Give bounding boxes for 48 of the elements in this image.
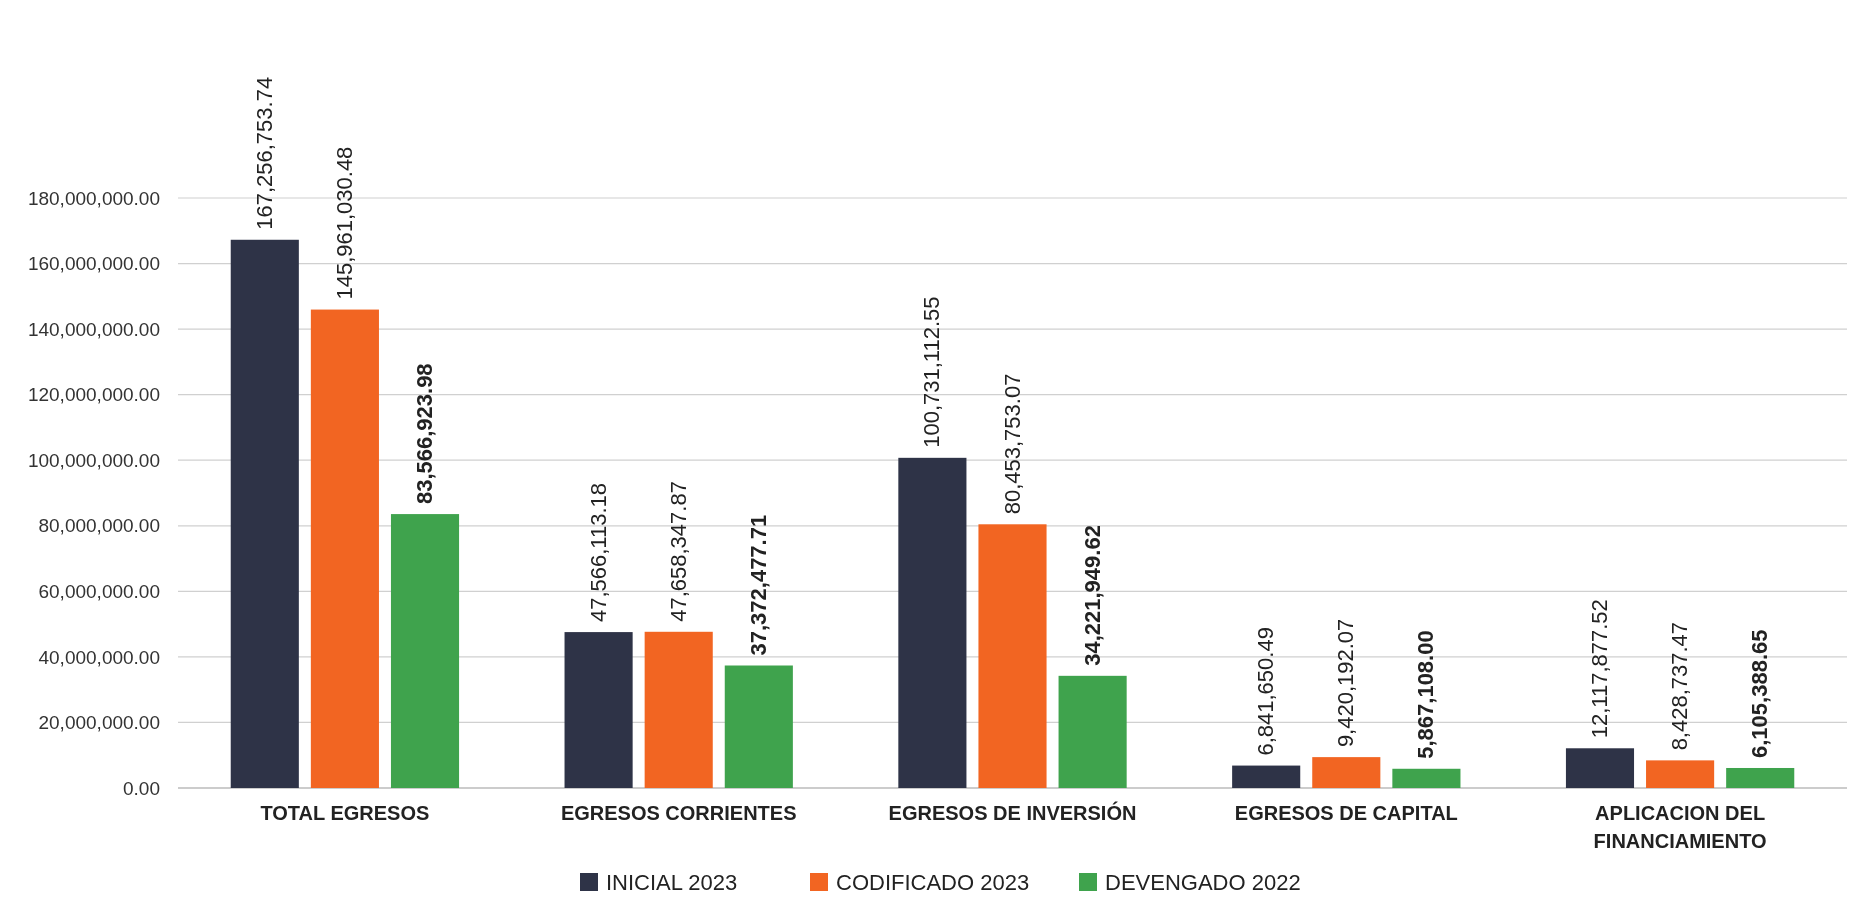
data-label: 34,221,949.62 <box>1079 525 1105 666</box>
x-tick-label: EGRESOS DE CAPITAL <box>1234 802 1458 824</box>
y-tick-label: 160,000,000.00 <box>27 253 160 275</box>
y-tick-label: 100,000,000.00 <box>27 449 160 471</box>
y-tick-label: 140,000,000.00 <box>27 318 160 340</box>
y-tick-label: 40,000,000.00 <box>38 646 160 668</box>
legend-label: CODIFICADO 2023 <box>836 870 1030 895</box>
bar <box>310 309 379 788</box>
bar <box>978 524 1047 788</box>
bar <box>1392 768 1461 788</box>
bar <box>390 514 460 788</box>
y-tick-label: 60,000,000.00 <box>38 580 160 602</box>
bar <box>230 239 299 788</box>
legend-label: INICIAL 2023 <box>606 870 738 895</box>
data-label: 80,453,753.07 <box>999 373 1025 515</box>
bar <box>1565 748 1635 788</box>
data-label: 5,867,108.00 <box>1413 630 1439 759</box>
data-label: 8,428,737.47 <box>1667 621 1693 751</box>
y-tick-label: 20,000,000.00 <box>38 712 160 734</box>
data-label: 37,372,477.71 <box>745 514 771 656</box>
x-tick-label: EGRESOS DE INVERSIÓN <box>888 801 1137 824</box>
bar <box>564 632 633 788</box>
bar <box>1646 760 1715 788</box>
data-label: 83,566,923.98 <box>412 363 438 505</box>
bar <box>1058 675 1127 788</box>
data-label: 12,117,877.52 <box>1586 599 1612 739</box>
x-tick-label: TOTAL EGRESOS <box>260 802 430 824</box>
data-label: 6,841,650.49 <box>1253 627 1279 756</box>
bar <box>1726 767 1795 788</box>
y-tick-label: 120,000,000.00 <box>27 384 160 406</box>
data-label: 100,731,112.55 <box>919 296 945 448</box>
data-label: 47,566,113.18 <box>585 483 611 623</box>
data-label: 47,658,347.87 <box>665 481 691 622</box>
y-tick-label: 80,000,000.00 <box>38 515 160 537</box>
bar <box>1232 765 1301 788</box>
data-label: 167,256,753.74 <box>251 76 277 230</box>
data-label: 145,961,030.48 <box>331 146 357 300</box>
bar <box>724 665 793 788</box>
x-tick-label: EGRESOS CORRIENTES <box>560 802 797 824</box>
x-tick-label: APLICACION DEL FINANCIAMIENTO <box>1593 802 1767 852</box>
bar <box>898 457 967 788</box>
y-tick-label: 180,000,000.00 <box>27 187 160 209</box>
bar <box>1312 757 1381 788</box>
data-label: 9,420,192.07 <box>1333 618 1359 748</box>
data-label: 6,105,388.65 <box>1747 629 1773 758</box>
y-tick-label: 0.00 <box>123 777 160 799</box>
legend-label: DEVENGADO 2022 <box>1105 870 1301 895</box>
bar <box>644 631 713 788</box>
